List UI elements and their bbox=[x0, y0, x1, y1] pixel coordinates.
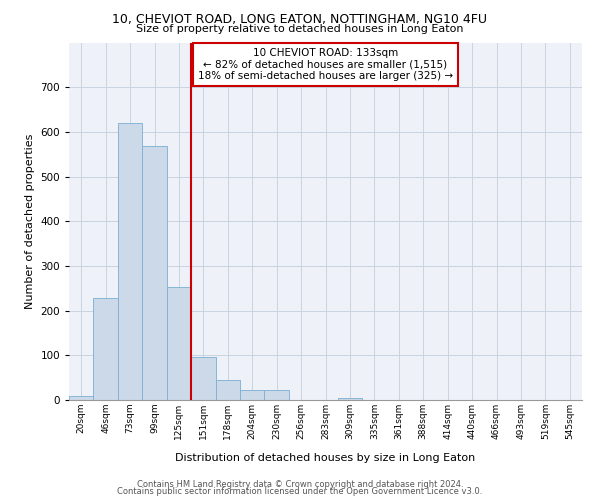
X-axis label: Distribution of detached houses by size in Long Eaton: Distribution of detached houses by size … bbox=[175, 453, 476, 463]
Y-axis label: Number of detached properties: Number of detached properties bbox=[25, 134, 35, 309]
Text: 10 CHEVIOT ROAD: 133sqm
← 82% of detached houses are smaller (1,515)
18% of semi: 10 CHEVIOT ROAD: 133sqm ← 82% of detache… bbox=[198, 48, 453, 81]
Bar bbox=[167, 288, 191, 400]
Bar bbox=[142, 146, 167, 400]
Bar bbox=[69, 396, 94, 400]
Text: Size of property relative to detached houses in Long Eaton: Size of property relative to detached ho… bbox=[136, 24, 464, 34]
Text: Contains public sector information licensed under the Open Government Licence v3: Contains public sector information licen… bbox=[118, 487, 482, 496]
Bar bbox=[338, 398, 362, 400]
Text: Contains HM Land Registry data © Crown copyright and database right 2024.: Contains HM Land Registry data © Crown c… bbox=[137, 480, 463, 489]
Bar bbox=[118, 123, 142, 400]
Bar bbox=[94, 298, 118, 400]
Bar bbox=[215, 380, 240, 400]
Bar bbox=[240, 390, 265, 400]
Text: 10, CHEVIOT ROAD, LONG EATON, NOTTINGHAM, NG10 4FU: 10, CHEVIOT ROAD, LONG EATON, NOTTINGHAM… bbox=[113, 12, 487, 26]
Bar bbox=[265, 390, 289, 400]
Bar bbox=[191, 356, 215, 400]
